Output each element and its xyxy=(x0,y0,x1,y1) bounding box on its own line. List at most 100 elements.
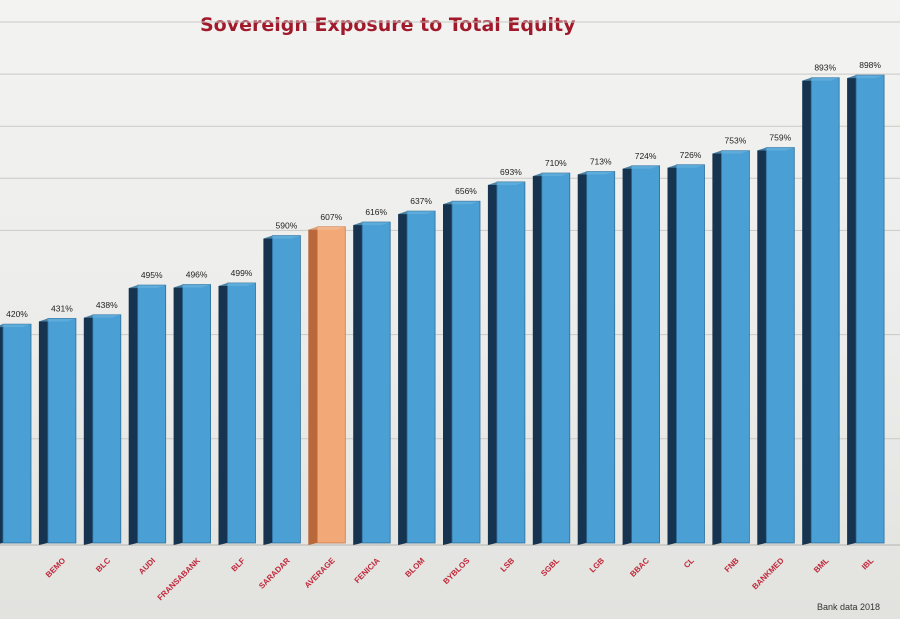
bar-side xyxy=(622,165,632,545)
bar-top xyxy=(263,235,301,239)
bars xyxy=(0,74,885,546)
category-label: BML xyxy=(812,556,831,575)
bar xyxy=(218,282,256,545)
bar-side xyxy=(532,173,542,545)
bar-top xyxy=(353,222,391,226)
chart-source-note: Bank data 2018 xyxy=(817,602,881,612)
bar-top xyxy=(577,171,615,175)
bar-front xyxy=(586,171,616,544)
data-label: 438% xyxy=(96,300,118,310)
bar xyxy=(0,323,32,544)
data-label: 607% xyxy=(320,212,342,222)
category-label: BEMO xyxy=(44,556,67,579)
bar-front xyxy=(541,172,571,544)
bar-top xyxy=(308,226,346,230)
bar xyxy=(173,284,212,545)
bar-side xyxy=(757,147,767,545)
bar-front xyxy=(810,77,840,544)
bar-side xyxy=(83,314,93,545)
bar-top xyxy=(622,165,660,169)
data-label: 710% xyxy=(545,158,567,168)
category-label: AUDI xyxy=(137,556,157,576)
bar-top xyxy=(128,285,166,289)
category-label: SARADAR xyxy=(257,556,292,591)
bar-side xyxy=(398,211,408,546)
bar-top xyxy=(443,201,480,205)
bar xyxy=(83,314,122,545)
data-label: 759% xyxy=(769,133,791,143)
data-label: 496% xyxy=(186,270,208,280)
bar-top xyxy=(847,75,885,79)
bar xyxy=(802,77,840,545)
bar xyxy=(847,74,885,545)
bar xyxy=(667,164,705,545)
bar-front xyxy=(137,284,167,544)
bar-top xyxy=(712,150,750,154)
bar-side xyxy=(263,235,273,546)
category-label: FRANSABANK xyxy=(156,556,202,602)
bar-top xyxy=(0,324,31,328)
bar-side xyxy=(353,222,363,545)
bar-front xyxy=(2,323,32,544)
bar-side xyxy=(667,164,677,545)
data-label: 495% xyxy=(141,270,163,280)
bar-side xyxy=(128,285,138,545)
data-label: 656% xyxy=(455,186,477,196)
bar xyxy=(757,147,795,545)
bar-top xyxy=(757,147,795,151)
bar-top xyxy=(38,318,76,322)
bar-front xyxy=(721,150,750,544)
category-label: FENICIA xyxy=(353,556,382,585)
bar-front xyxy=(496,181,526,544)
bar-top xyxy=(532,173,570,177)
bar xyxy=(622,165,660,545)
data-label: 693% xyxy=(500,167,522,177)
bar-front xyxy=(47,318,77,544)
bar xyxy=(532,172,571,545)
bar xyxy=(487,181,526,545)
bar-front xyxy=(406,210,436,544)
bar-top xyxy=(218,283,256,287)
data-label: 726% xyxy=(680,150,702,160)
bar-side xyxy=(38,318,48,545)
bar-top xyxy=(802,77,840,81)
data-label: 420% xyxy=(6,309,28,319)
bar xyxy=(128,284,167,545)
category-label: LGB xyxy=(588,556,606,574)
data-label: 753% xyxy=(725,136,747,146)
bar-front xyxy=(92,314,122,544)
bar-side xyxy=(802,77,812,545)
bar-side xyxy=(577,171,587,546)
bar xyxy=(443,200,481,545)
chart-title: Sovereign Exposure to Total Equity xyxy=(200,14,576,36)
bar xyxy=(308,226,346,546)
data-label: 590% xyxy=(276,221,298,231)
bar xyxy=(398,210,436,546)
bar-top xyxy=(83,314,121,318)
category-label: FNB xyxy=(723,556,741,574)
bar-side xyxy=(308,226,318,546)
bar xyxy=(353,221,391,545)
bar-front xyxy=(182,284,212,544)
category-label: BBAC xyxy=(628,556,651,579)
data-label: 724% xyxy=(635,151,657,161)
data-label: 893% xyxy=(814,63,836,73)
data-label: 499% xyxy=(231,268,253,278)
bar-front xyxy=(451,200,481,544)
bar-side xyxy=(443,201,452,545)
category-label: LSB xyxy=(499,556,517,574)
bar-side xyxy=(0,324,3,544)
bar-top xyxy=(398,211,436,215)
category-label: BLC xyxy=(94,556,112,574)
category-label: BYBLOS xyxy=(441,556,471,586)
category-label: AVERAGE xyxy=(303,556,337,590)
category-label: CL xyxy=(682,556,696,570)
bar-top xyxy=(487,181,525,185)
category-label: BANKMED xyxy=(750,556,785,591)
bar-side xyxy=(218,283,228,545)
bar xyxy=(38,318,77,545)
bar-front xyxy=(271,235,301,544)
